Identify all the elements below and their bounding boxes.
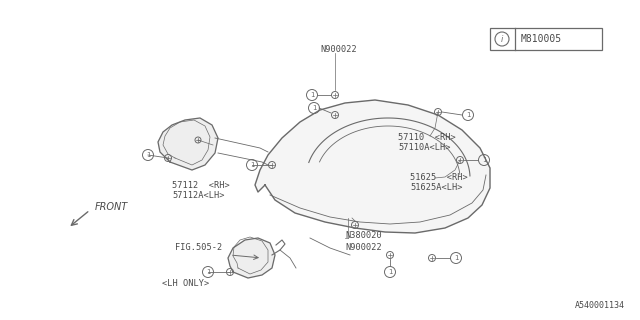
Text: 57110  <RH>: 57110 <RH> [398,133,456,142]
Polygon shape [228,238,275,278]
Text: 51625A<LH>: 51625A<LH> [410,183,463,193]
Text: 57110A<LH>: 57110A<LH> [398,143,451,153]
Text: N900022: N900022 [320,45,356,54]
Text: 1: 1 [312,105,316,111]
Text: 1: 1 [454,255,458,261]
FancyBboxPatch shape [490,28,602,50]
Text: 1: 1 [310,92,314,98]
Text: 57112  <RH>: 57112 <RH> [172,180,230,189]
Text: 1: 1 [205,269,211,275]
Polygon shape [158,118,218,170]
Text: <LH ONLY>: <LH ONLY> [162,278,209,287]
Text: 57112A<LH>: 57112A<LH> [172,190,225,199]
Text: FRONT: FRONT [95,202,128,212]
Polygon shape [255,100,490,233]
Text: A540001134: A540001134 [575,301,625,310]
Text: i: i [501,35,503,44]
Text: 1: 1 [146,152,150,158]
Text: 1: 1 [250,162,254,168]
Text: N380020: N380020 [345,230,381,239]
Text: 1: 1 [388,269,392,275]
Text: 1: 1 [466,112,470,118]
Text: FIG.505-2: FIG.505-2 [175,244,222,252]
Text: N900022: N900022 [345,243,381,252]
Text: 51625  <RH>: 51625 <RH> [410,173,468,182]
Text: 1: 1 [482,157,486,163]
Text: M810005: M810005 [521,34,562,44]
